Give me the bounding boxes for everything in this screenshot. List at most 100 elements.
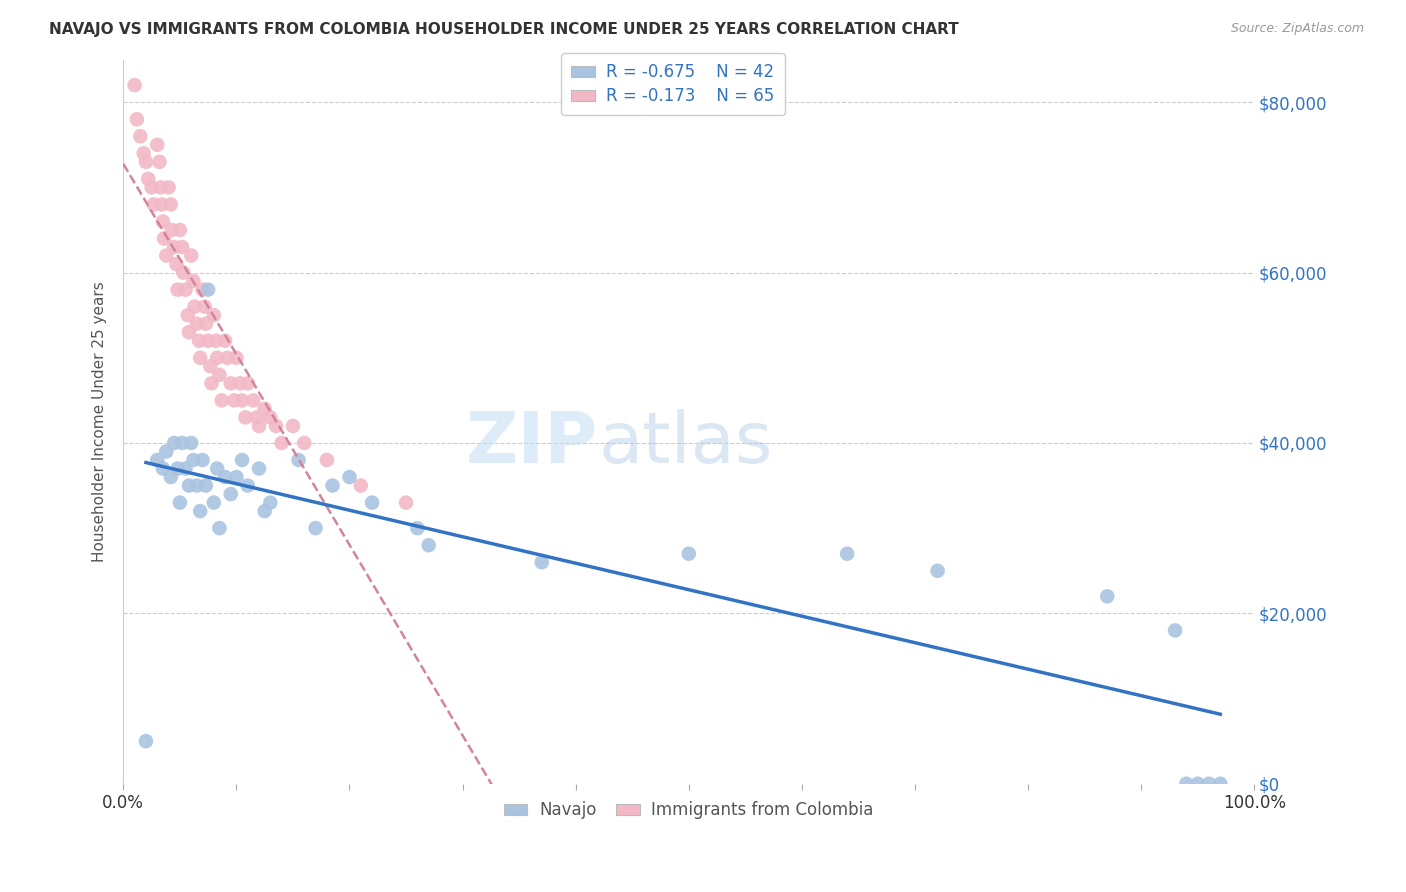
Point	[350, 478, 373, 492]
Point	[236, 376, 259, 391]
Point	[172, 436, 194, 450]
Point	[205, 461, 228, 475]
Point	[225, 351, 247, 365]
Point	[304, 521, 326, 535]
Point	[194, 478, 217, 492]
Text: atlas: atlas	[599, 409, 773, 478]
Point	[395, 495, 418, 509]
Point	[146, 453, 169, 467]
Point	[835, 547, 858, 561]
Point	[315, 453, 337, 467]
Point	[188, 334, 211, 348]
Point	[188, 504, 211, 518]
Point	[236, 478, 259, 492]
Point	[1209, 777, 1232, 791]
Point	[287, 453, 309, 467]
Point	[339, 470, 361, 484]
Point	[183, 300, 205, 314]
Point	[177, 478, 200, 492]
Point	[1198, 777, 1220, 791]
Point	[186, 317, 208, 331]
Point	[208, 368, 231, 382]
Point	[1175, 777, 1198, 791]
Point	[259, 410, 281, 425]
Point	[135, 734, 157, 748]
Point	[235, 410, 257, 425]
Point	[150, 197, 173, 211]
Text: Source: ZipAtlas.com: Source: ZipAtlas.com	[1230, 22, 1364, 36]
Point	[183, 274, 205, 288]
Point	[174, 283, 197, 297]
Point	[194, 317, 217, 331]
Point	[247, 461, 270, 475]
Point	[217, 351, 239, 365]
Point	[188, 351, 211, 365]
Point	[231, 453, 253, 467]
Point	[927, 564, 949, 578]
Point	[214, 470, 236, 484]
Point	[253, 401, 276, 416]
Point	[159, 470, 181, 484]
Point	[186, 478, 208, 492]
Point	[219, 376, 242, 391]
Y-axis label: Householder Income Under 25 years: Householder Income Under 25 years	[93, 281, 107, 562]
Legend: Navajo, Immigrants from Colombia: Navajo, Immigrants from Colombia	[498, 795, 880, 826]
Point	[1095, 590, 1118, 604]
Point	[270, 436, 292, 450]
Point	[155, 248, 177, 262]
Point	[214, 334, 236, 348]
Point	[129, 129, 152, 144]
Point	[169, 495, 191, 509]
Point	[132, 146, 155, 161]
Text: NAVAJO VS IMMIGRANTS FROM COLOMBIA HOUSEHOLDER INCOME UNDER 25 YEARS CORRELATION: NAVAJO VS IMMIGRANTS FROM COLOMBIA HOUSE…	[49, 22, 959, 37]
Point	[247, 418, 270, 433]
Point	[229, 376, 252, 391]
Point	[177, 308, 200, 322]
Point	[205, 334, 228, 348]
Point	[142, 197, 165, 211]
Point	[163, 240, 186, 254]
Point	[152, 461, 174, 475]
Point	[135, 154, 157, 169]
Point	[155, 444, 177, 458]
Point	[1187, 777, 1209, 791]
Point	[177, 325, 200, 339]
Point	[211, 393, 233, 408]
Point	[125, 112, 148, 127]
Point	[224, 393, 246, 408]
Point	[191, 453, 214, 467]
Point	[225, 470, 247, 484]
Point	[242, 393, 264, 408]
Point	[194, 300, 217, 314]
Point	[259, 495, 281, 509]
Point	[197, 334, 219, 348]
Point	[141, 180, 163, 194]
Point	[197, 283, 219, 297]
Point	[149, 180, 172, 194]
Point	[264, 418, 287, 433]
Point	[157, 180, 180, 194]
Point	[163, 436, 186, 450]
Point	[166, 257, 188, 271]
Point	[205, 351, 228, 365]
Point	[183, 453, 205, 467]
Point	[292, 436, 315, 450]
Point	[180, 248, 202, 262]
Point	[219, 487, 242, 501]
Point	[153, 231, 176, 245]
Point	[418, 538, 440, 552]
Point	[166, 283, 188, 297]
Point	[159, 197, 181, 211]
Point	[202, 495, 225, 509]
Point	[361, 495, 384, 509]
Point	[148, 154, 170, 169]
Point	[202, 308, 225, 322]
Point	[124, 78, 146, 92]
Point	[208, 521, 231, 535]
Point	[200, 376, 222, 391]
Point	[246, 410, 269, 425]
Point	[174, 461, 197, 475]
Point	[172, 240, 194, 254]
Point	[160, 223, 183, 237]
Point	[1164, 624, 1187, 638]
